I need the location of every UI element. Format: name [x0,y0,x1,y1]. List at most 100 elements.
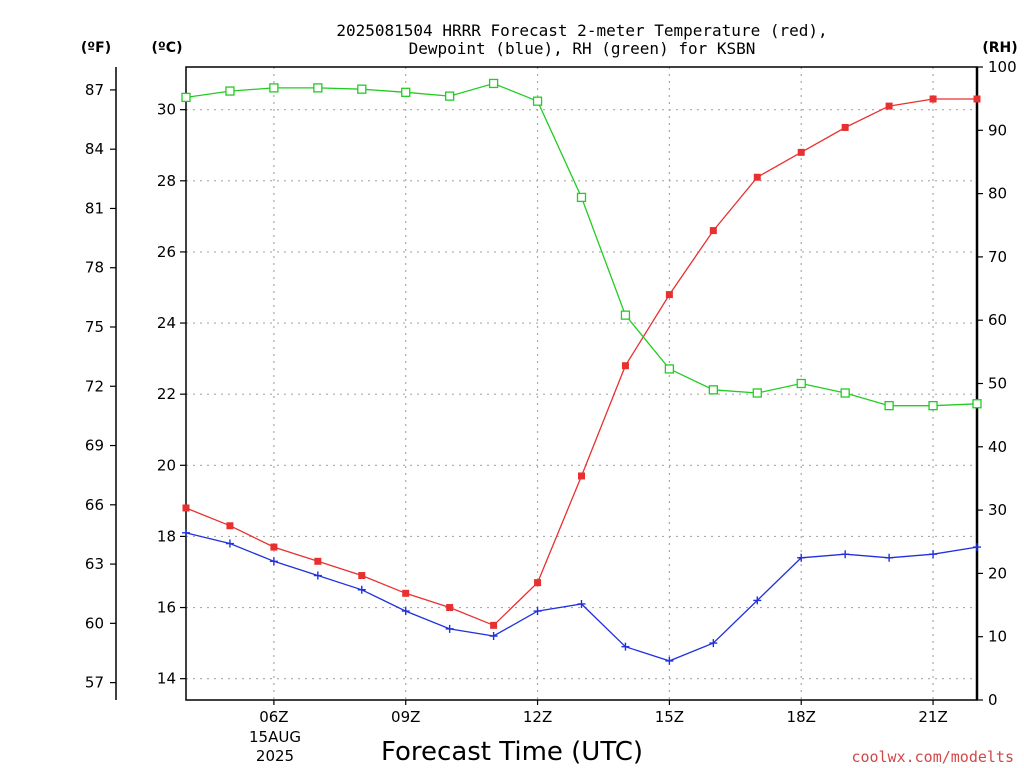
chart-title-line1: 2025081504 HRRR Forecast 2-meter Tempera… [336,21,827,40]
data-point-temperature [665,291,673,299]
data-point-rh [576,192,587,203]
data-point-temperature [446,604,454,612]
tick-label-c: 16 [157,599,176,617]
data-point-rh [401,87,411,97]
data-point-rh [445,91,455,101]
data-point-dewpoint [621,642,630,651]
data-point-rh [313,83,323,93]
data-point-rh [269,83,279,93]
tick-label-f: 57 [85,674,104,692]
data-point-temperature [534,579,542,587]
tick-label-rh: 60 [988,311,1007,329]
data-point-temperature [621,362,629,370]
tick-label-c: 28 [157,172,176,190]
data-point-rh [357,84,367,94]
data-point-dewpoint [841,550,850,559]
data-point-temperature [314,557,322,565]
tick-label-f: 87 [85,81,104,99]
data-point-rh [972,399,982,409]
tick-label-x: 06Z [259,708,288,726]
chart-title-line2: Dewpoint (blue), RH (green) for KSBN [409,39,756,58]
credit-link[interactable]: coolwx.com/modelts [851,748,1014,766]
data-point-temperature [973,95,981,103]
data-point-temperature [270,543,278,551]
tick-label-c: 14 [157,670,176,688]
data-point-dewpoint [885,553,894,562]
data-point-rh [796,378,806,389]
data-point-dewpoint [401,607,410,616]
data-point-temperature [578,472,585,480]
series-dewpoint [182,528,981,665]
data-point-rh [488,78,499,89]
data-point-dewpoint [929,550,938,559]
data-point-rh [225,86,235,96]
data-point-rh [532,96,543,106]
tick-label-rh: 50 [988,375,1007,393]
data-point-dewpoint [182,528,190,537]
series-temperature [182,95,981,629]
unit-label-fahrenheit: (ºF) [81,40,111,56]
tick-label-x: 21Z [918,708,947,726]
data-point-temperature [885,102,893,110]
data-point-temperature [841,123,849,131]
tick-label-f: 75 [85,318,104,336]
data-point-dewpoint [797,553,806,562]
tick-label-x: 12Z [523,708,552,726]
date-label-day: 15AUG [249,728,301,746]
tick-label-x: 09Z [391,708,420,726]
data-point-dewpoint [973,543,981,552]
tick-label-x: 18Z [787,708,816,726]
tick-label-f: 78 [85,259,104,277]
tick-labels: 57 60 63 66 69 72 75 78 81 84 87 14 16 18 20 22 24 26 28 30… [85,58,1017,726]
tick-label-f: 81 [85,199,104,217]
tick-label-c: 24 [157,314,176,332]
tick-label-c: 30 [157,101,176,119]
tick-label-f: 63 [85,555,104,573]
data-point-rh [708,385,718,395]
x-axis-label: Forecast Time (UTC) [381,737,643,767]
data-point-rh [664,364,675,374]
data-point-rh [181,92,191,103]
series-line-dewpoint [185,532,978,662]
data-point-temperature [929,95,937,103]
series-line-rh [185,82,978,407]
data-point-temperature [182,504,190,512]
tick-label-c: 18 [157,527,176,545]
data-point-temperature [797,148,805,156]
tick-label-c: 22 [157,385,176,403]
tick-label-rh: 30 [988,501,1007,519]
data-point-dewpoint [709,639,718,648]
data-point-dewpoint [445,624,454,633]
data-point-dewpoint [753,596,762,605]
tick-label-rh: 0 [988,691,998,709]
data-point-temperature [402,589,410,597]
data-point-dewpoint [577,599,586,608]
tick-label-rh: 10 [988,628,1007,646]
tick-label-f: 72 [85,377,104,395]
data-point-dewpoint [313,571,322,580]
data-point-rh [752,388,762,398]
data-point-dewpoint [533,607,542,616]
series-line-temperature [185,98,977,627]
data-point-rh [620,310,631,320]
data-point-rh [928,401,938,411]
tick-label-rh: 40 [988,438,1007,456]
tick-label-rh: 80 [988,185,1007,203]
unit-label-celsius: (ºC) [152,40,183,56]
data-point-dewpoint [357,585,366,594]
tick-label-rh: 100 [988,58,1017,76]
series-rh [181,78,982,411]
tick-label-rh: 70 [988,248,1007,266]
data-point-temperature [358,572,366,580]
tick-label-f: 60 [85,614,104,632]
tick-label-c: 26 [157,243,176,261]
tick-label-f: 66 [85,496,104,514]
date-label-year: 2025 [256,747,294,765]
data-point-temperature [490,621,498,629]
data-point-rh [840,388,850,398]
series-layer [181,78,982,665]
data-point-temperature [226,522,234,530]
tick-label-f: 84 [85,140,104,158]
data-point-dewpoint [225,539,234,548]
